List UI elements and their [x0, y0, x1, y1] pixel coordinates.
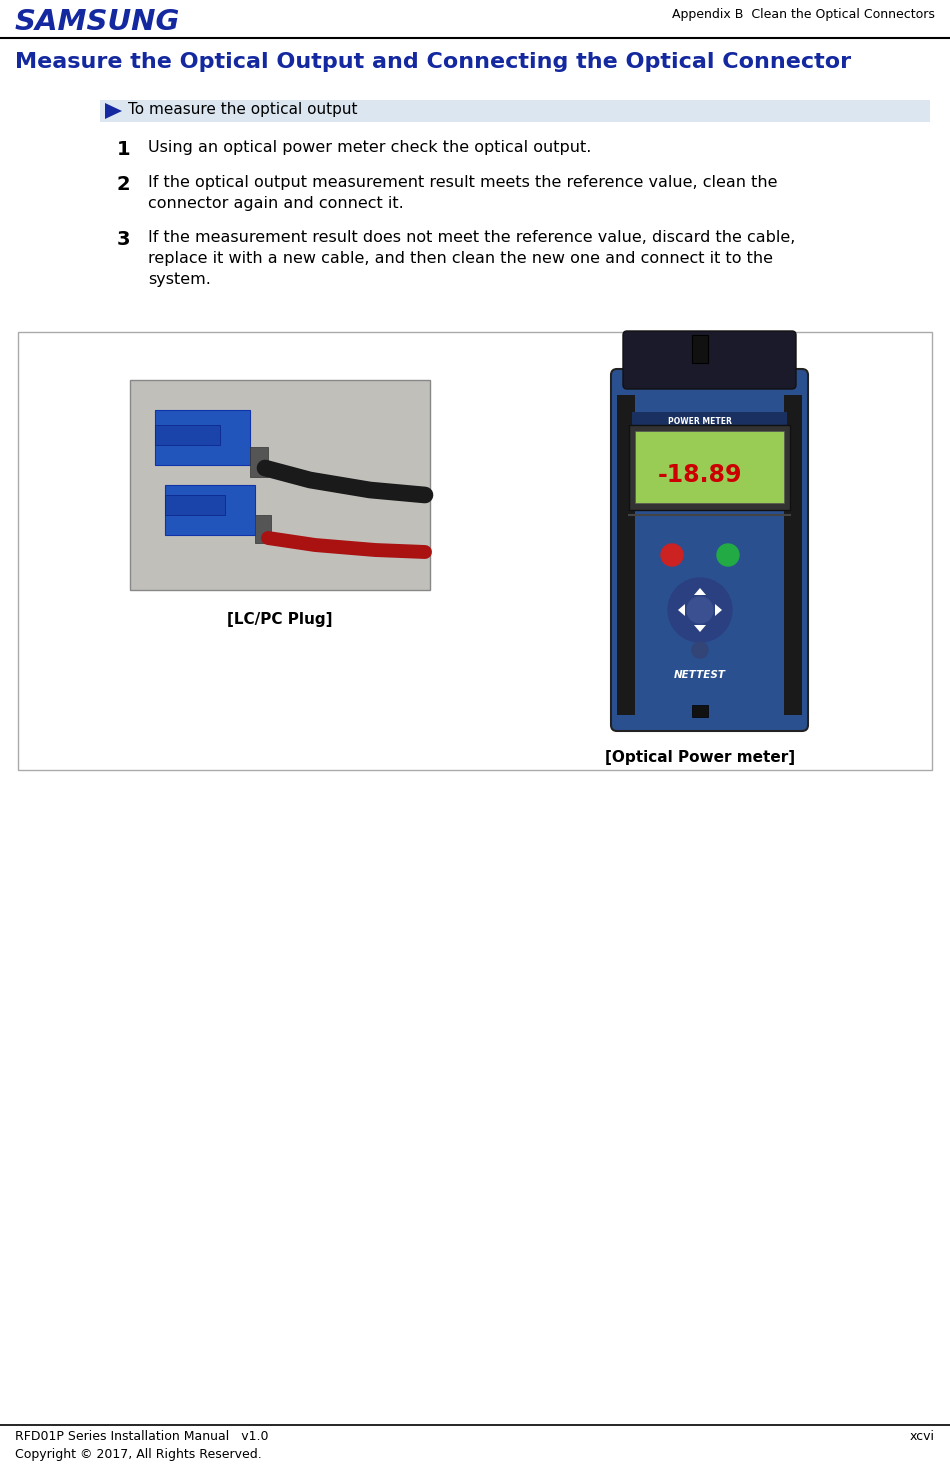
Polygon shape [694, 624, 706, 632]
Polygon shape [715, 604, 722, 616]
Bar [155, 425, 220, 445]
Bar [632, 411, 787, 430]
Text: RFD01P Series Installation Manual   v1.0: RFD01P Series Installation Manual v1.0 [15, 1429, 269, 1443]
Circle shape [717, 544, 739, 566]
Bar [635, 430, 784, 502]
Bar [692, 705, 708, 717]
Text: [Optical Power meter]: [Optical Power meter] [605, 751, 795, 765]
Circle shape [687, 596, 713, 623]
Bar [255, 516, 271, 544]
Text: To measure the optical output: To measure the optical output [128, 101, 357, 118]
Text: 2: 2 [117, 175, 130, 194]
FancyBboxPatch shape [623, 331, 796, 389]
Polygon shape [694, 588, 706, 595]
Bar [629, 425, 790, 510]
Text: xcvi: xcvi [910, 1429, 935, 1443]
Bar [100, 100, 930, 122]
Bar [692, 335, 708, 363]
Bar [165, 495, 225, 516]
Polygon shape [105, 103, 122, 119]
Text: [LC/PC Plug]: [LC/PC Plug] [227, 613, 332, 627]
Text: Copyright © 2017, All Rights Reserved.: Copyright © 2017, All Rights Reserved. [15, 1448, 262, 1462]
Text: If the optical output measurement result meets the reference value, clean the
co: If the optical output measurement result… [148, 175, 777, 212]
Circle shape [692, 642, 708, 658]
Text: Appendix B  Clean the Optical Connectors: Appendix B Clean the Optical Connectors [673, 7, 935, 21]
Bar [784, 395, 802, 715]
Bar [617, 395, 635, 715]
Text: NETTEST: NETTEST [674, 670, 726, 680]
Text: Using an optical power meter check the optical output.: Using an optical power meter check the o… [148, 140, 591, 156]
Text: -18.89: -18.89 [657, 463, 742, 488]
Bar [130, 380, 430, 591]
Bar [165, 485, 255, 535]
Text: POWER METER: POWER METER [668, 417, 732, 426]
Text: 3: 3 [117, 231, 130, 250]
Circle shape [668, 577, 732, 642]
Circle shape [661, 544, 683, 566]
Text: SAMSUNG: SAMSUNG [15, 7, 180, 37]
Text: If the measurement result does not meet the reference value, discard the cable,
: If the measurement result does not meet … [148, 231, 795, 286]
FancyBboxPatch shape [611, 369, 808, 732]
Polygon shape [678, 604, 685, 616]
Bar [155, 410, 250, 466]
Bar [18, 332, 932, 770]
Bar [250, 447, 268, 477]
Text: 1: 1 [117, 140, 130, 159]
Text: Measure the Optical Output and Connecting the Optical Connector: Measure the Optical Output and Connectin… [15, 51, 851, 72]
